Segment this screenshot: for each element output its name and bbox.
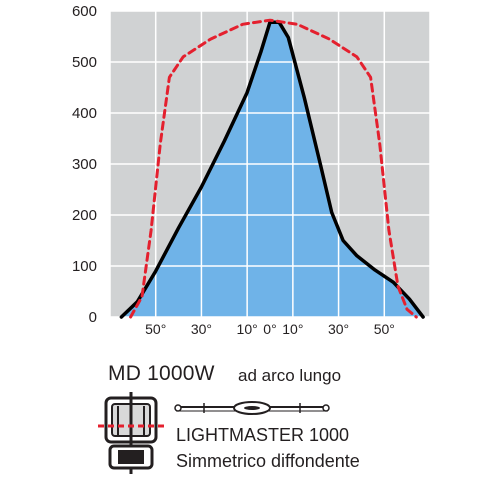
fill-layer [121, 22, 424, 317]
x-tick-label: 30° [328, 321, 349, 337]
y-tick-label: 100 [72, 258, 97, 275]
dashed-red-curve [129, 18, 418, 319]
y-tick-label: 500 [72, 54, 97, 71]
floodlight-fixture-icon [98, 392, 164, 474]
linear-lamp-icon [174, 401, 330, 415]
x-tick-label: 0° [263, 321, 276, 337]
y-tick-label: 200 [72, 207, 97, 224]
gridlines [109, 10, 431, 318]
x-tick-label: 30° [191, 321, 212, 337]
y-tick-label: 400 [72, 105, 97, 122]
product-name: LIGHTMASTER 1000 [176, 425, 350, 445]
curves [119, 18, 425, 319]
photometric-chart: 0 100 200 300 400 500 600 50° 30° 10° 0° 10° 30° 50° [72, 3, 431, 337]
solid-black-curve [119, 20, 425, 319]
x-axis-ticks: 50° 30° 10° 0° 10° 30° 50° [145, 321, 395, 337]
product-description: Simmetrico diffondente [176, 451, 360, 471]
y-tick-label: 0 [89, 309, 97, 326]
x-tick-label: 50° [145, 321, 166, 337]
model-title: MD 1000W [108, 362, 215, 385]
x-tick-label: 50° [374, 321, 395, 337]
y-tick-label: 600 [72, 3, 97, 20]
x-tick-label: 10° [237, 321, 258, 337]
y-axis-ticks: 0 100 200 300 400 500 600 [72, 3, 97, 326]
lamp-type-subtitle: ad arco lungo [238, 366, 342, 385]
y-tick-label: 300 [72, 156, 97, 173]
x-tick-label: 10° [282, 321, 303, 337]
curve-fill-area [121, 22, 424, 317]
